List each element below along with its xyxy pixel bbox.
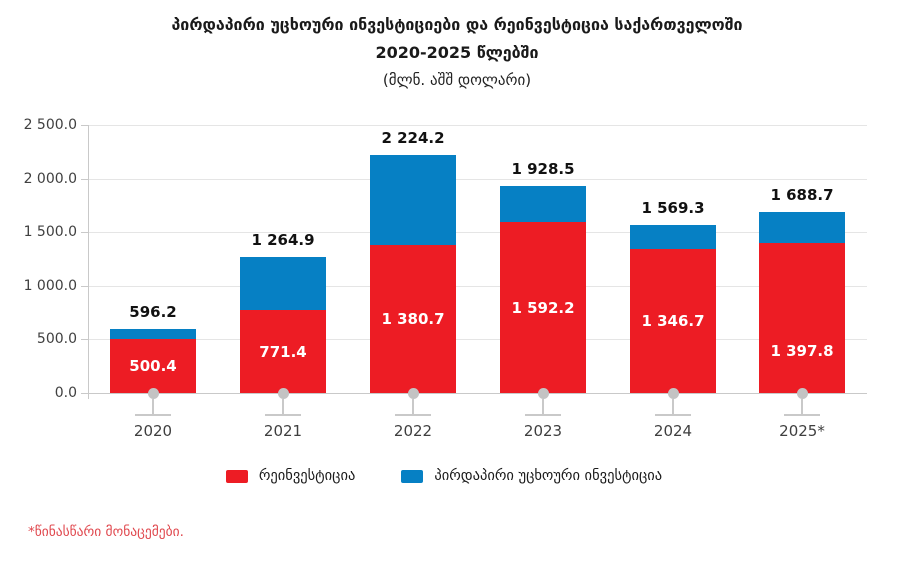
bar-segment-fdi: [759, 211, 845, 244]
y-axis-tick-label: 0.0: [54, 385, 77, 401]
bar-segment-reinvestment: [500, 222, 586, 393]
bar-segment-fdi: [630, 224, 716, 249]
y-axis-tick: [81, 178, 88, 180]
bar-total-label: 1 264.9: [251, 231, 315, 250]
bar-total-label: 1 928.5: [511, 160, 575, 179]
axis-marker-cap: [265, 414, 301, 416]
legend-swatch-icon: [401, 469, 424, 483]
chart-legend: რეინვესტიცია პირდაპირი უცხოური ინვესტიცია: [0, 468, 888, 484]
bar-total-label: 1 569.3: [641, 198, 705, 217]
axis-marker-stem: [672, 399, 674, 414]
legend-item: რეინვესტიცია: [225, 468, 356, 484]
bar-segment-fdi: [240, 257, 326, 311]
legend-label: რეინვესტიცია: [258, 468, 356, 484]
x-axis-category-label: 2021: [263, 422, 303, 440]
y-gridline: [88, 178, 867, 180]
axis-marker-dot: [667, 387, 679, 399]
y-axis-tick: [81, 232, 88, 234]
bar-segment-reinvestment: [240, 310, 326, 393]
y-gridline: [88, 285, 867, 287]
axis-marker-cap: [395, 414, 431, 416]
y-axis-tick-label: 2 500.0: [23, 117, 77, 133]
y-axis-tick: [81, 393, 88, 394]
bar-value-label: 1 380.7: [381, 309, 445, 328]
chart-subtitle: (მლნ. აშშ დოლარი): [382, 71, 532, 89]
x-axis-baseline: [88, 393, 867, 394]
axis-marker-dot: [277, 387, 289, 399]
bar-segment-fdi: [370, 154, 456, 245]
y-axis-tick: [81, 285, 88, 287]
axis-marker-stem: [542, 399, 544, 414]
axis-marker-dot: [147, 387, 159, 399]
y-gridline: [88, 232, 867, 234]
y-gridline: [88, 339, 867, 341]
bar-value-label: 1 592.2: [511, 298, 575, 317]
y-axis-tick-label: 500.0: [36, 331, 77, 348]
axis-marker-stem: [282, 399, 284, 414]
y-gridline: [88, 125, 867, 126]
bar-total-label: 596.2: [129, 303, 177, 322]
axis-marker-cap: [784, 414, 820, 416]
axis-marker-dot: [407, 387, 419, 399]
bar-segment-reinvestment: [759, 243, 845, 393]
bar-value-label: 500.4: [129, 357, 177, 376]
bar-segment-reinvestment: [630, 248, 716, 393]
axis-marker-dot: [537, 387, 549, 399]
bar-segment-fdi: [110, 329, 196, 340]
chart-title-line1: პირდაპირი უცხოური ინვესტიციები და რეინვე…: [171, 15, 743, 34]
axis-marker-dot: [796, 387, 808, 399]
bar-total-label: 2 224.2: [381, 128, 445, 147]
legend-item: პირდაპირი უცხოური ინვესტიცია: [401, 468, 662, 484]
x-axis-category-label: 2025*: [779, 422, 825, 440]
bar-segment-fdi: [500, 186, 586, 223]
axis-marker-cap: [525, 414, 561, 416]
legend-label: პირდაპირი უცხოური ინვესტიცია: [434, 468, 663, 484]
axis-marker-cap: [655, 414, 691, 416]
axis-marker-stem: [152, 399, 154, 414]
chart-title-block: პირდაპირი უცხოური ინვესტიციები და რეინვე…: [0, 14, 914, 90]
bar-value-label: 1 346.7: [641, 311, 705, 330]
x-axis-category-label: 2023: [523, 422, 563, 440]
y-axis-tick: [81, 125, 88, 126]
y-axis-tick: [81, 339, 88, 341]
x-axis-category-label: 2024: [653, 422, 693, 440]
bar-total-label: 1 688.7: [770, 185, 834, 204]
bar-value-label: 1 397.8: [770, 342, 834, 361]
axis-marker-stem: [412, 399, 414, 414]
x-axis-category-label: 2022: [393, 422, 433, 440]
bar-segment-reinvestment: [370, 244, 456, 393]
y-axis-tick-label: 2 000.0: [23, 170, 77, 187]
axis-marker-stem: [801, 399, 803, 414]
chart-title-line2: 2020-2025 წლებში: [375, 43, 539, 62]
y-axis-tick-label: 1 500.0: [23, 224, 77, 241]
bar-segment-reinvestment: [110, 339, 196, 393]
bar-value-label: 771.4: [259, 342, 307, 361]
y-axis-line: [88, 125, 89, 399]
axis-marker-cap: [135, 414, 171, 416]
x-axis-category-label: 2020: [133, 422, 173, 440]
y-axis-tick-label: 1 000.0: [23, 277, 77, 294]
footnote: *წინასწარი მონაცემები.: [28, 524, 184, 540]
legend-swatch-icon: [225, 469, 248, 483]
